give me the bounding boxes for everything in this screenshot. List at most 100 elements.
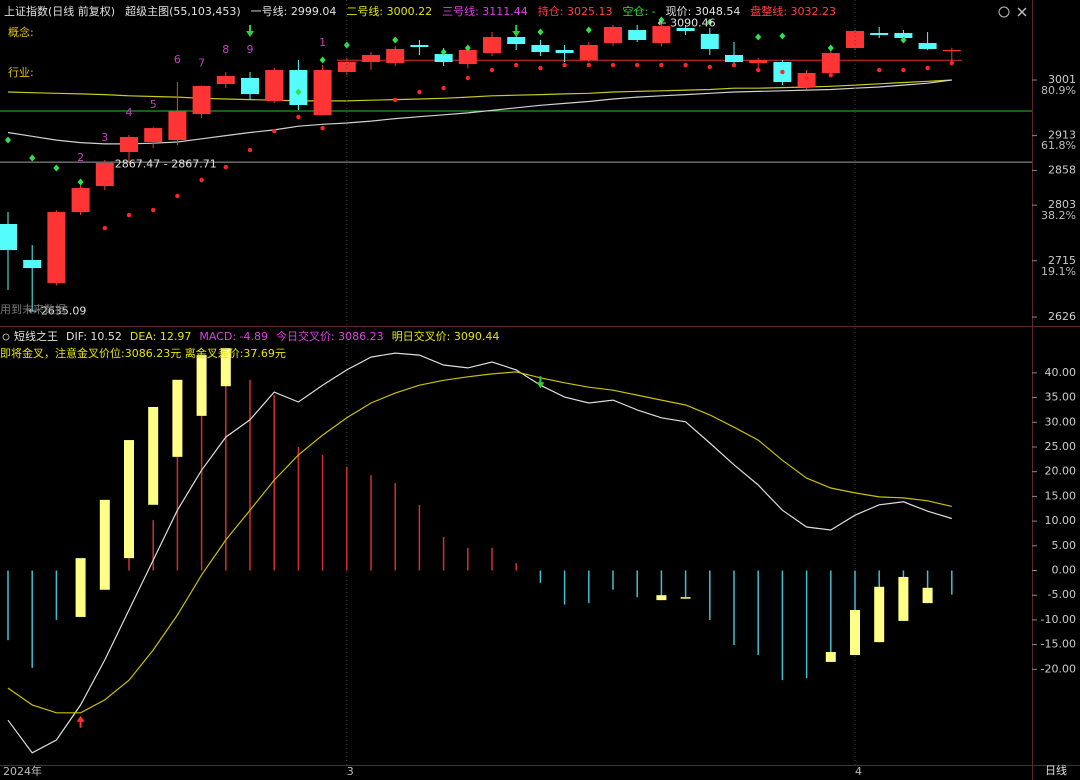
close-icon[interactable] (1017, 7, 1027, 17)
signal-dot (659, 62, 664, 68)
price-annotation: ← 3090.46 (657, 16, 715, 29)
header-item: 一号线: 2999.04 (251, 4, 337, 18)
price-annotation: ← 2635.09 (28, 304, 86, 317)
signal-diamond (585, 26, 592, 34)
candle-body (821, 53, 840, 74)
candle-body (894, 32, 913, 38)
signal-diamond (464, 44, 471, 52)
fib-label: 38.2% (1041, 209, 1076, 222)
candle-body (337, 62, 356, 72)
signal-diamond (53, 164, 60, 172)
y-tick-label: 0.00 (1052, 563, 1077, 576)
momentum-box (825, 652, 836, 662)
candle-body (555, 49, 574, 54)
signal-dot (562, 62, 567, 68)
candle-body (241, 77, 259, 95)
y-tick-label: 20.00 (1045, 465, 1077, 478)
candle-body (289, 70, 308, 106)
y-tick-label: 3001 (1048, 73, 1076, 86)
candle-body (531, 45, 550, 53)
signal-diamond (537, 28, 544, 36)
signal-dot (175, 193, 180, 199)
td-count: 8 (222, 43, 229, 56)
signal-dot (877, 67, 882, 73)
y-tick-label: 35.00 (1045, 391, 1077, 404)
signal-diamond (440, 48, 447, 56)
ma-line (7, 79, 952, 102)
y-tick-label: 2913 (1048, 129, 1076, 142)
signal-dot (126, 212, 132, 218)
header-item: 二号线: 3000.22 (346, 4, 432, 18)
settings-icon[interactable] (998, 6, 1010, 18)
candle-body (0, 223, 17, 251)
y-tick-label: 30.00 (1045, 415, 1077, 428)
sell-arrow (246, 25, 254, 37)
td-count: 1 (319, 36, 326, 49)
candle-body (507, 37, 526, 44)
signal-diamond (827, 44, 834, 52)
signal-dot (756, 67, 761, 73)
y-tick-label: -20.00 (1041, 662, 1076, 675)
fib-label: 61.8% (1041, 139, 1076, 152)
td-count: 7 (198, 56, 205, 69)
candle-body (628, 30, 647, 41)
fib-label: 19.1% (1041, 265, 1076, 278)
candle-body (71, 188, 90, 213)
td-count: 3 (101, 131, 108, 144)
momentum-box (172, 379, 183, 457)
sell-arrow (512, 25, 521, 37)
signal-diamond (5, 136, 11, 144)
signal-dot (610, 62, 616, 68)
momentum-box (148, 406, 159, 505)
signal-dot (223, 164, 228, 170)
candle-body (700, 34, 719, 49)
signal-dot (901, 67, 906, 73)
panel-icon (2, 333, 10, 341)
period-label[interactable]: 日线 (1045, 763, 1067, 777)
candle-body (652, 26, 671, 44)
candle-body (942, 49, 961, 52)
candle-body (216, 76, 235, 84)
signal-dot (320, 125, 325, 131)
candle-body (458, 49, 477, 65)
signal-dot (538, 65, 543, 71)
candle-body (386, 48, 405, 64)
momentum-box (656, 595, 667, 601)
candle-body (725, 54, 743, 63)
momentum-box (196, 355, 207, 416)
ma-line (7, 79, 952, 145)
x-tick-label: 3 (347, 765, 354, 778)
td-count: 4 (126, 106, 133, 119)
momentum-box (220, 348, 231, 387)
candle-body (144, 128, 163, 143)
side-label: 概念: (8, 25, 34, 39)
signal-dot (296, 114, 301, 120)
signal-diamond (343, 41, 350, 49)
momentum-box (680, 597, 691, 599)
cross-arrow (76, 715, 85, 728)
header-item: 空仓: - (622, 4, 655, 18)
candle-body (410, 45, 429, 48)
signal-dot (683, 62, 688, 68)
signal-dot (949, 60, 954, 66)
signal-dot (151, 207, 156, 213)
y-tick-label: 5.00 (1052, 539, 1077, 552)
y-tick-label: -15.00 (1041, 638, 1076, 651)
signal-dot (272, 128, 277, 134)
header-item: 现价: 3048.54 (666, 5, 741, 18)
momentum-box (922, 587, 933, 604)
candle-body (870, 32, 889, 36)
signal-dot (586, 62, 591, 68)
candle-body (676, 27, 695, 32)
candle-body (579, 45, 598, 61)
signal-dot (393, 97, 398, 103)
candle-body (846, 31, 864, 49)
signal-diamond (755, 33, 762, 41)
signal-dot (247, 147, 253, 153)
header-item: MACD: -4.89 (199, 330, 268, 343)
signal-dot (925, 65, 930, 71)
y-tick-label: -5.00 (1048, 588, 1076, 601)
signal-dot (828, 72, 833, 78)
